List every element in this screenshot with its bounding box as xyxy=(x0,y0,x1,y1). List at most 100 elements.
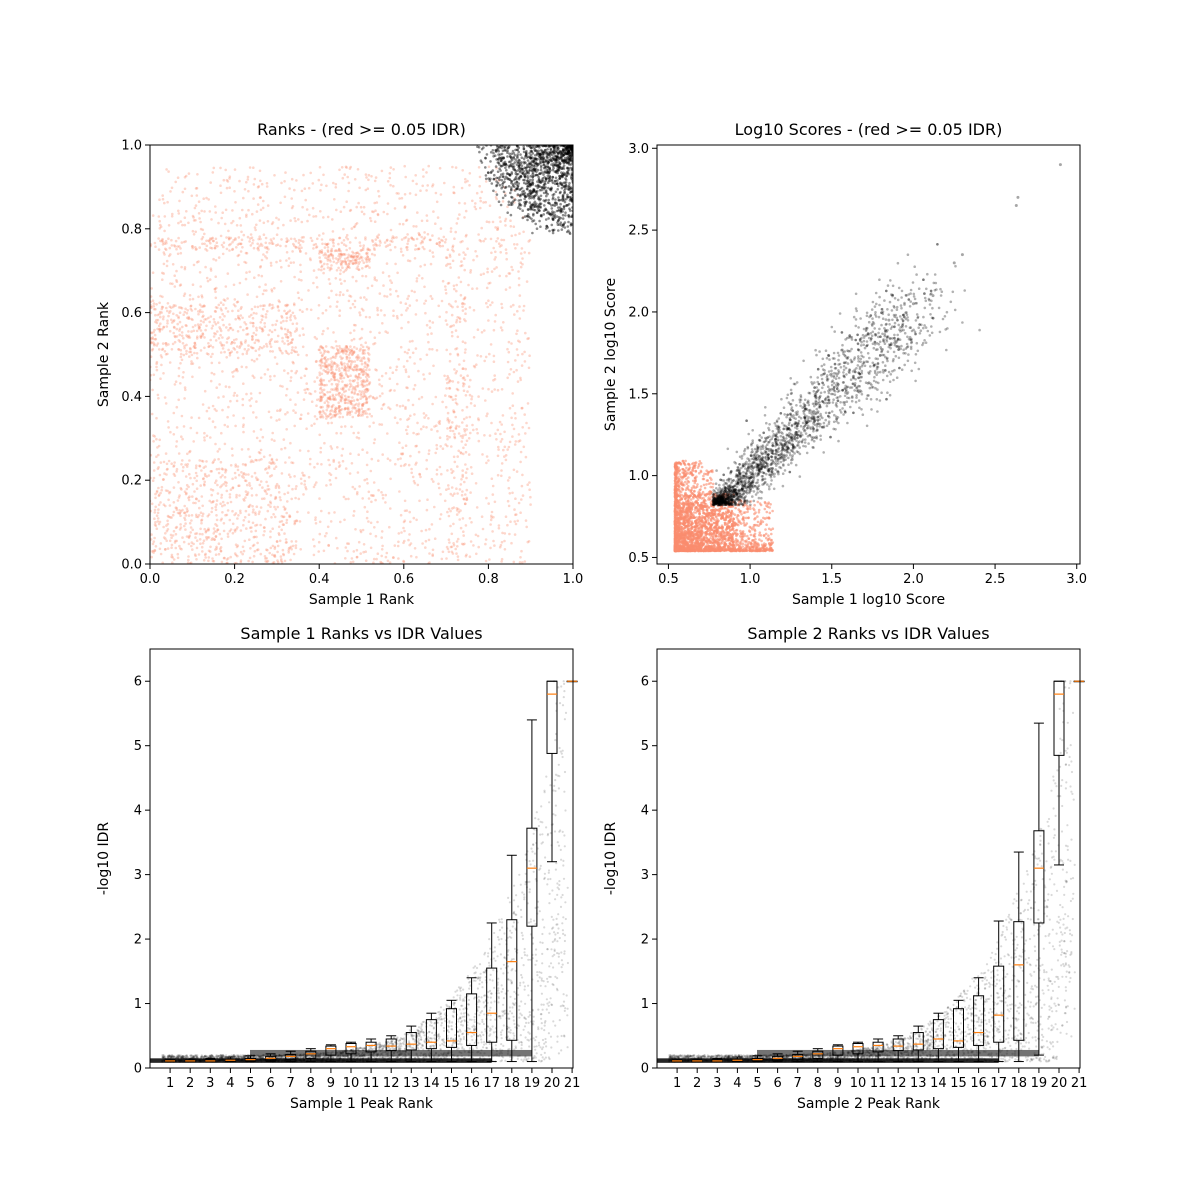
point-red xyxy=(162,525,165,529)
point-black xyxy=(526,218,529,222)
point-red xyxy=(410,471,414,475)
point-red xyxy=(264,468,267,471)
point-red xyxy=(176,552,180,556)
point-red xyxy=(328,282,332,286)
point-red xyxy=(177,481,180,484)
point-red xyxy=(313,415,317,418)
point-red xyxy=(181,508,184,512)
point-red xyxy=(242,472,246,475)
point-red xyxy=(182,371,185,374)
point-red xyxy=(242,328,245,332)
point-black xyxy=(495,176,498,180)
point-red xyxy=(282,505,286,509)
point-red xyxy=(350,391,354,395)
point-red xyxy=(353,379,357,382)
point-red xyxy=(373,179,377,183)
point-red xyxy=(266,509,270,513)
point-red xyxy=(346,237,350,241)
point-red xyxy=(240,448,244,451)
point-red xyxy=(391,237,394,240)
point-red xyxy=(409,520,412,524)
point-black xyxy=(509,213,513,217)
point-red xyxy=(324,412,327,416)
point-red xyxy=(459,374,463,377)
point-red xyxy=(399,345,403,349)
point-red xyxy=(250,530,253,533)
point-red xyxy=(225,247,229,251)
point-red xyxy=(251,510,255,514)
point-red xyxy=(459,509,462,512)
point-red xyxy=(469,269,473,272)
point-red xyxy=(322,232,325,235)
point-red xyxy=(203,232,206,236)
point-red xyxy=(377,233,381,237)
point-red xyxy=(273,356,277,359)
point-red xyxy=(299,417,303,421)
point-red xyxy=(317,550,321,553)
point-red xyxy=(472,544,475,547)
point-black xyxy=(510,203,514,206)
point-red xyxy=(325,360,328,364)
point-red xyxy=(235,528,238,531)
point-red xyxy=(381,403,385,407)
point-red xyxy=(166,200,169,204)
point-red xyxy=(322,267,326,271)
point-red xyxy=(197,326,201,329)
point-red xyxy=(486,267,489,271)
point-red xyxy=(237,514,240,517)
point-red xyxy=(500,462,504,465)
point-red xyxy=(305,353,309,357)
point-red xyxy=(522,304,526,308)
point-red xyxy=(465,416,468,419)
point-red xyxy=(423,377,426,381)
point-red xyxy=(241,316,244,320)
point-red xyxy=(425,189,428,192)
point-red xyxy=(420,529,423,533)
point-red xyxy=(360,359,364,363)
point-red xyxy=(265,560,269,563)
point-red xyxy=(270,457,274,461)
point-red xyxy=(423,285,426,289)
point-red xyxy=(151,214,155,217)
point-red xyxy=(303,187,307,190)
point-red xyxy=(354,236,358,240)
point-red xyxy=(235,246,238,249)
point-red xyxy=(404,236,408,239)
point-red xyxy=(251,521,255,525)
point-red xyxy=(454,547,458,551)
point-red xyxy=(414,174,418,177)
point-black xyxy=(551,175,555,179)
point-red xyxy=(185,349,188,353)
point-red xyxy=(290,497,294,501)
point-red xyxy=(319,380,323,384)
point-red xyxy=(319,387,322,391)
point-red xyxy=(374,242,377,245)
point-red xyxy=(334,182,338,186)
point-red xyxy=(441,447,445,451)
point-red xyxy=(493,377,497,381)
point-red xyxy=(356,398,360,402)
point-red xyxy=(490,421,493,425)
point-red xyxy=(459,483,463,486)
point-red xyxy=(201,235,205,239)
point-red xyxy=(380,548,384,551)
point-red xyxy=(259,428,263,431)
point-black xyxy=(562,161,565,165)
point-red xyxy=(475,287,479,290)
point-red xyxy=(187,485,190,489)
point-red xyxy=(157,494,161,498)
point-red xyxy=(192,329,196,333)
point-red xyxy=(359,530,363,534)
point-red xyxy=(178,509,181,512)
point-red xyxy=(201,332,204,335)
point-red xyxy=(256,242,260,246)
point-red xyxy=(422,175,425,178)
point-red xyxy=(249,392,253,395)
point-black xyxy=(551,217,555,221)
point-red xyxy=(320,398,323,402)
point-red xyxy=(181,376,185,379)
point-red xyxy=(205,352,209,355)
point-red xyxy=(450,471,454,475)
point-red xyxy=(493,258,497,261)
point-red xyxy=(506,360,510,364)
